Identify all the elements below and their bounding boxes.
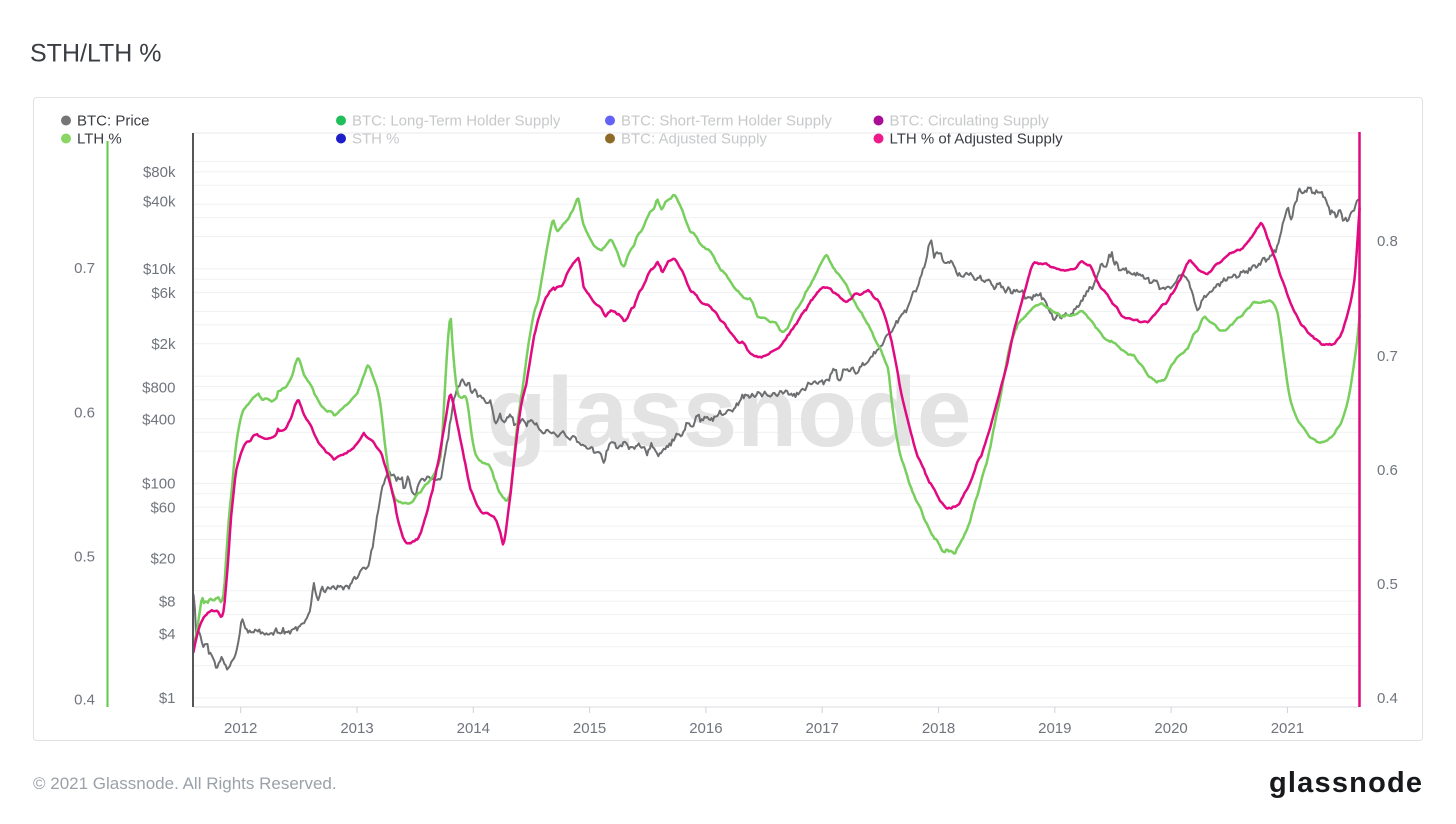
svg-text:STH/LTH %: STH/LTH % <box>30 40 162 68</box>
svg-text:0.5: 0.5 <box>74 549 95 566</box>
svg-text:$6k: $6k <box>151 285 176 302</box>
svg-text:2020: 2020 <box>1154 720 1187 737</box>
svg-text:2014: 2014 <box>457 720 490 737</box>
svg-text:2015: 2015 <box>573 720 606 737</box>
svg-text:glassnode: glassnode <box>487 357 972 467</box>
svg-text:0.4: 0.4 <box>74 692 95 709</box>
svg-text:2018: 2018 <box>922 720 955 737</box>
svg-text:2017: 2017 <box>806 720 839 737</box>
svg-text:$60: $60 <box>150 499 175 516</box>
svg-text:LTH %: LTH % <box>77 131 122 148</box>
svg-text:0.6: 0.6 <box>74 405 95 422</box>
svg-text:$20: $20 <box>150 551 175 568</box>
svg-text:BTC: Long-Term Holder Supply: BTC: Long-Term Holder Supply <box>352 113 561 130</box>
svg-text:BTC: Short-Term Holder Supply: BTC: Short-Term Holder Supply <box>621 113 832 130</box>
svg-text:glassnode: glassnode <box>1269 767 1423 799</box>
svg-text:$80k: $80k <box>143 164 176 181</box>
svg-text:$8: $8 <box>159 594 176 611</box>
svg-text:$40k: $40k <box>143 194 176 211</box>
svg-text:BTC: Price: BTC: Price <box>77 113 150 130</box>
svg-text:$4: $4 <box>159 626 176 643</box>
svg-text:$400: $400 <box>142 412 175 429</box>
svg-text:0.8: 0.8 <box>1377 233 1398 250</box>
svg-text:0.7: 0.7 <box>1377 348 1398 365</box>
svg-text:2016: 2016 <box>689 720 722 737</box>
svg-text:0.7: 0.7 <box>74 260 95 277</box>
svg-text:2021: 2021 <box>1271 720 1304 737</box>
svg-text:2012: 2012 <box>224 720 257 737</box>
svg-text:$800: $800 <box>142 379 175 396</box>
svg-text:LTH % of Adjusted Supply: LTH % of Adjusted Supply <box>890 131 1064 148</box>
svg-text:$100: $100 <box>142 476 175 493</box>
svg-text:© 2021 Glassnode. All Rights R: © 2021 Glassnode. All Rights Reserved. <box>33 774 337 793</box>
svg-text:$10k: $10k <box>143 261 176 278</box>
svg-text:STH %: STH % <box>352 131 400 148</box>
svg-text:2013: 2013 <box>340 720 373 737</box>
svg-text:BTC: Adjusted Supply: BTC: Adjusted Supply <box>621 131 767 148</box>
svg-text:$2k: $2k <box>151 336 176 353</box>
svg-text:0.4: 0.4 <box>1377 690 1398 707</box>
svg-text:$1: $1 <box>159 690 176 707</box>
svg-text:2019: 2019 <box>1038 720 1071 737</box>
svg-text:0.6: 0.6 <box>1377 462 1398 479</box>
svg-text:BTC: Circulating Supply: BTC: Circulating Supply <box>890 113 1050 130</box>
svg-text:0.5: 0.5 <box>1377 576 1398 593</box>
